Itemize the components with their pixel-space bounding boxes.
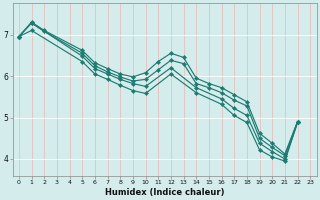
X-axis label: Humidex (Indice chaleur): Humidex (Indice chaleur) [105, 188, 224, 197]
